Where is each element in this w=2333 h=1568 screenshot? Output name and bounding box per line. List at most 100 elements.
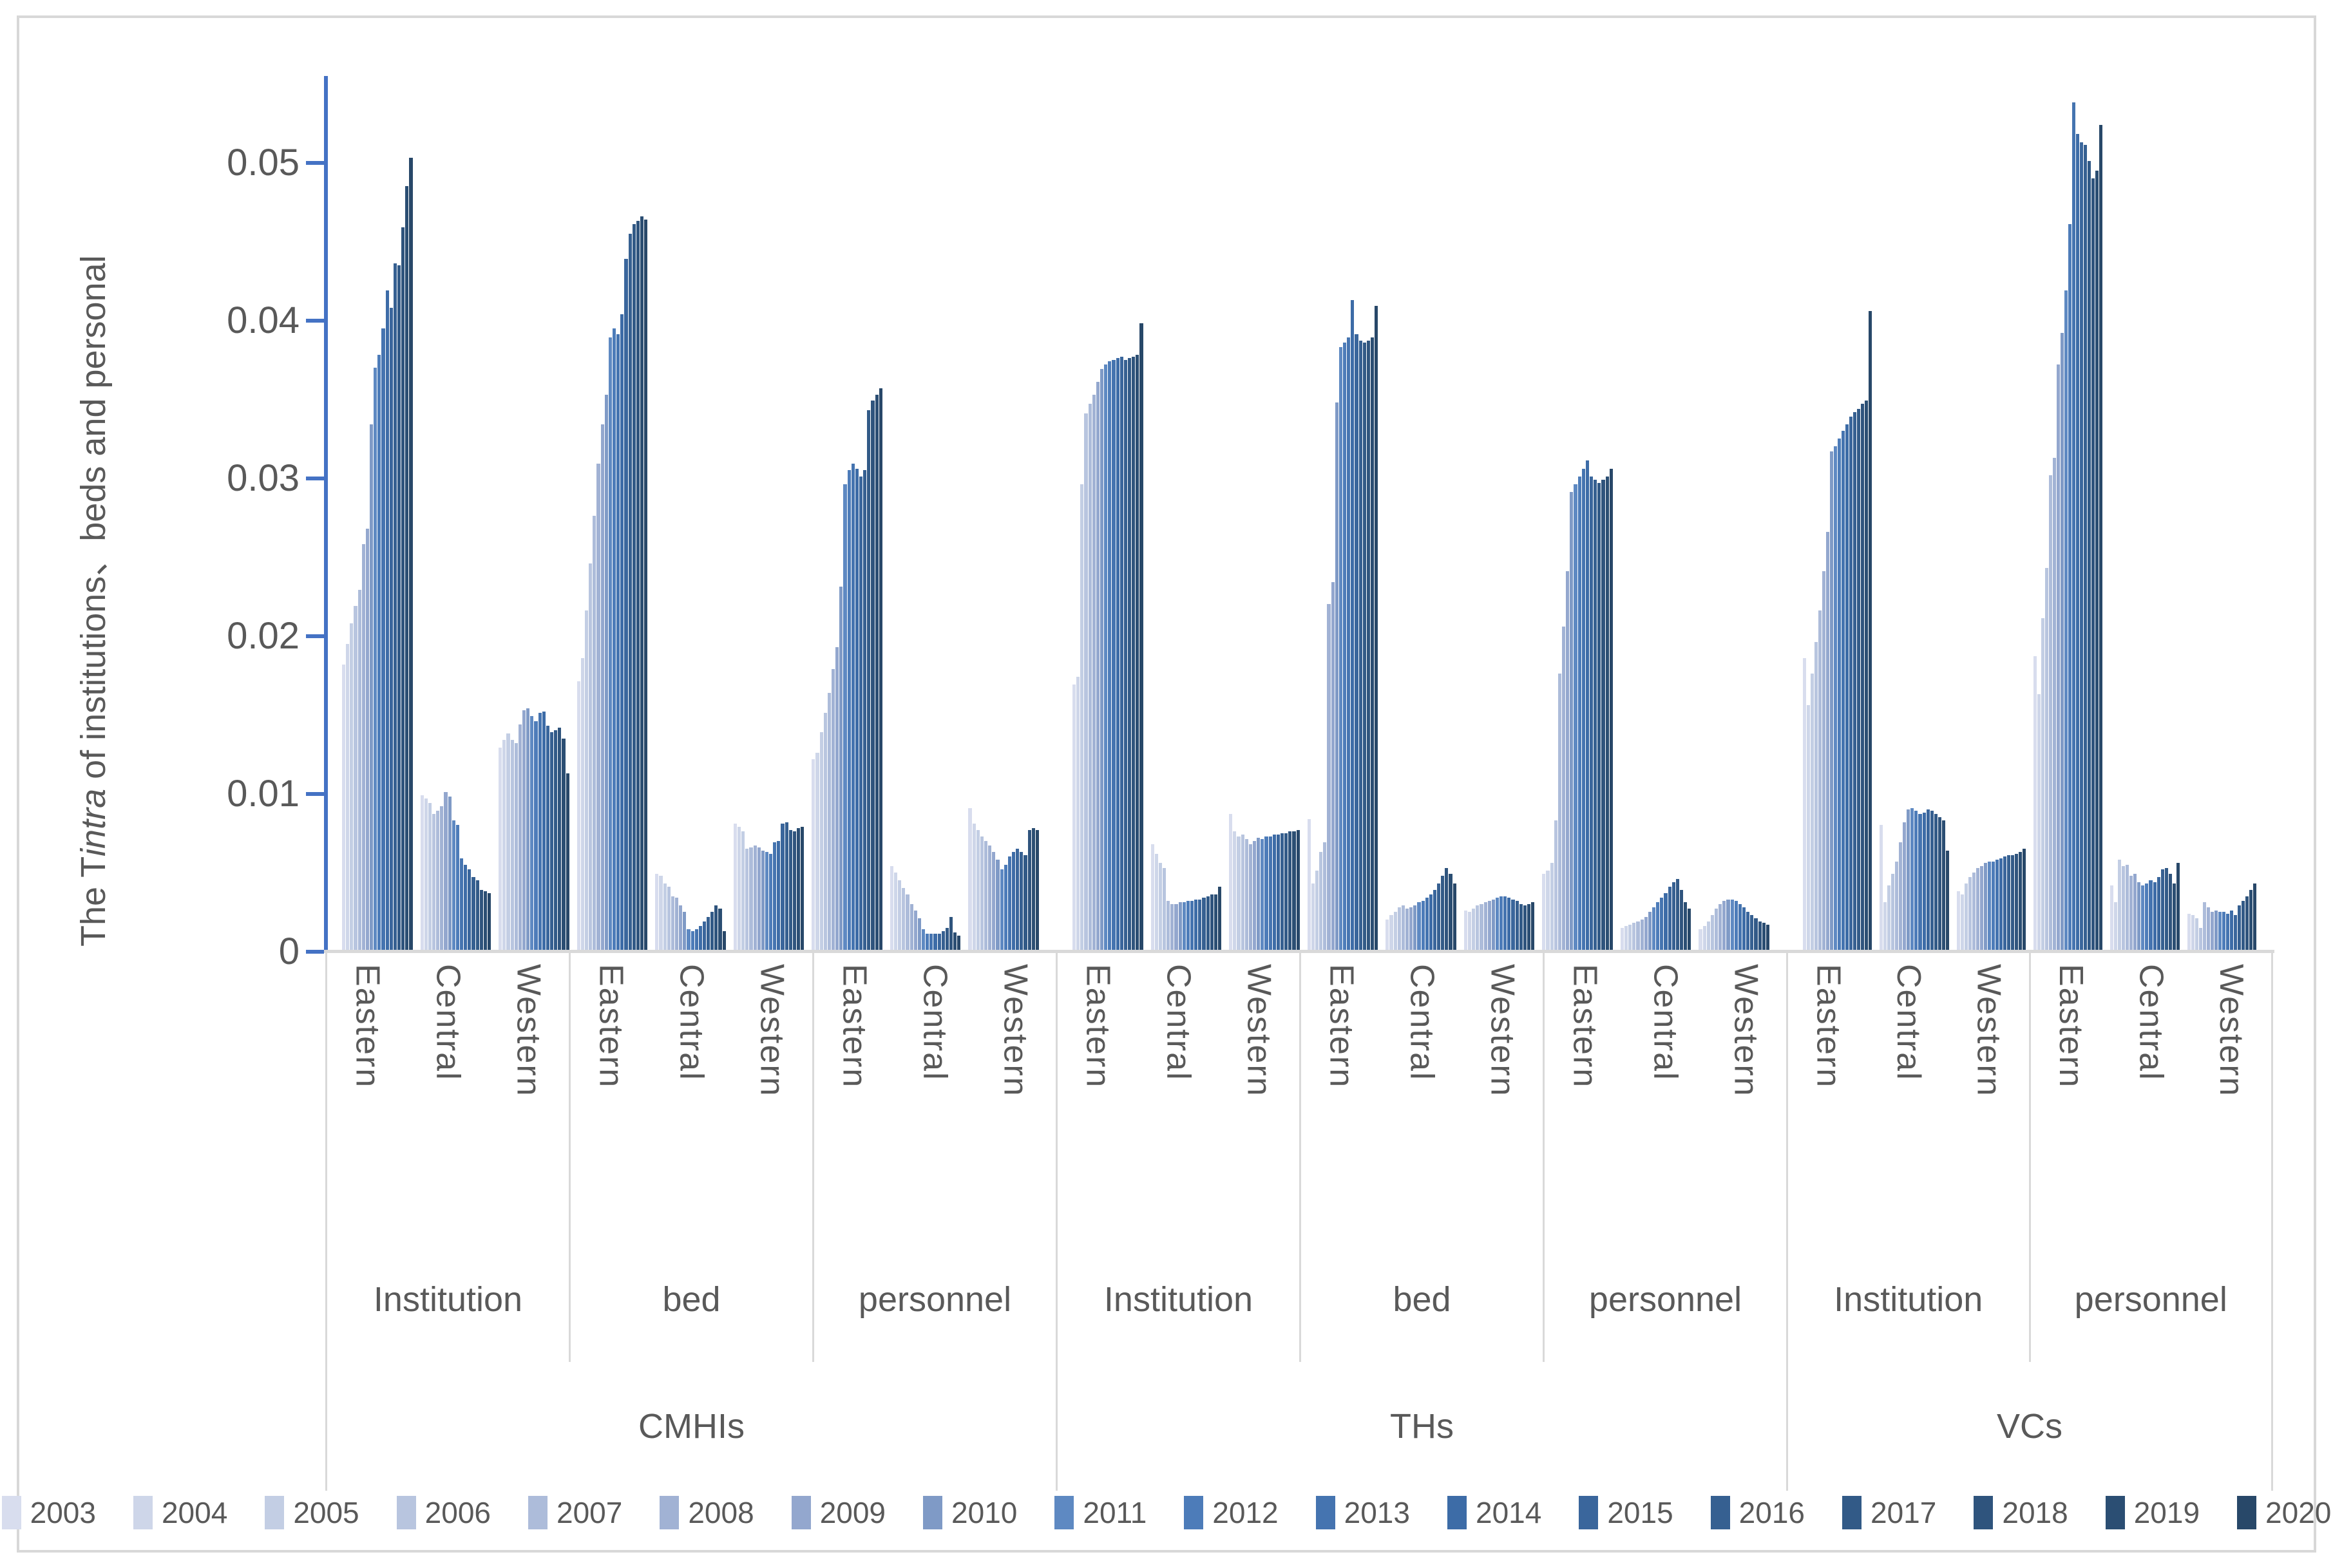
bar-2012 <box>1500 896 1503 950</box>
bar-2009 <box>444 792 448 950</box>
bar-2019 <box>405 186 409 950</box>
bar-2011 <box>2218 912 2222 950</box>
bar-2009 <box>992 852 996 950</box>
bar-2012 <box>1004 865 1007 950</box>
bar-2010 <box>2061 333 2064 950</box>
bar-2017 <box>1675 879 1680 950</box>
bar-2004 <box>1233 831 1237 950</box>
type-bars-bed <box>573 0 808 950</box>
bar-2016 <box>1515 901 1519 950</box>
bar-2018 <box>401 227 405 950</box>
bar-2007 <box>1818 610 1822 950</box>
bar-2017 <box>1362 343 1366 950</box>
bar-2012 <box>1656 902 1660 950</box>
bar-2009 <box>1409 907 1413 950</box>
bar-2017 <box>554 730 558 950</box>
bar-2016 <box>2006 855 2010 950</box>
bar-2018 <box>1601 480 1605 950</box>
type-label: personnel <box>858 1280 1012 1319</box>
bar-2005 <box>584 610 589 950</box>
bar-2006 <box>1968 877 1972 950</box>
bar-2019 <box>1527 904 1531 950</box>
bar-2017 <box>1127 358 1132 950</box>
bar-2016 <box>1020 852 1024 950</box>
region-group-western <box>1695 0 1773 950</box>
bar-2009 <box>1566 571 1570 950</box>
bar-2012 <box>1838 439 1842 950</box>
bar-2015 <box>1668 887 1671 950</box>
bar-2019 <box>875 395 879 950</box>
bar-2003 <box>1072 685 1076 950</box>
bar-2019 <box>1292 831 1296 950</box>
bar-2005 <box>428 803 432 950</box>
region-label-cell: Eastern <box>1301 950 1382 1236</box>
bar-2012 <box>1421 901 1425 950</box>
bars-row <box>1786 0 2273 950</box>
bar-2013 <box>1425 898 1429 950</box>
bar-2014 <box>1922 813 1926 950</box>
bar-2016 <box>707 917 710 950</box>
bar-2009 <box>913 911 917 950</box>
bar-2003 <box>655 874 659 950</box>
bar-2019 <box>2172 883 2176 950</box>
bar-2004 <box>1807 705 1811 950</box>
bar-2007 <box>906 894 909 950</box>
bar-2011 <box>1987 862 1991 950</box>
bar-2009 <box>2210 912 2214 950</box>
bar-2020 <box>2176 863 2180 950</box>
region-group-western <box>1460 0 1539 950</box>
legend-year-label: 2006 <box>424 1496 491 1529</box>
bar-2012 <box>2145 883 2149 950</box>
bar-2020 <box>566 773 569 950</box>
bar-2018 <box>1938 817 1941 950</box>
region-label: Central <box>1159 964 1197 1081</box>
bar-2006 <box>667 887 671 950</box>
region-label: Western <box>2212 964 2250 1097</box>
bar-2012 <box>1577 477 1581 950</box>
bar-2014 <box>464 865 468 950</box>
bar-2016 <box>1437 883 1441 950</box>
legend-year-label: 2020 <box>2265 1496 2332 1529</box>
region-label: Central <box>1403 964 1441 1081</box>
region-label: Western <box>1970 964 2008 1097</box>
region-label: Eastern <box>1322 964 1360 1089</box>
region-group-central <box>2106 0 2183 950</box>
bar-2007 <box>1323 842 1327 950</box>
bar-2016 <box>628 234 632 950</box>
region-label: Central <box>916 964 954 1081</box>
bar-2016 <box>549 732 554 950</box>
legend-item-2009: 2009 <box>791 1495 886 1530</box>
bar-2009 <box>1331 582 1335 950</box>
bar-2007 <box>2126 865 2129 950</box>
bar-2015 <box>1746 912 1750 950</box>
bar-2004 <box>1467 912 1472 950</box>
bar-2008 <box>1248 844 1252 950</box>
bar-2008 <box>1092 395 1096 950</box>
region-label-cell: Central <box>1625 950 1706 1236</box>
region-label-cell: Central <box>651 950 732 1236</box>
bar-2010 <box>683 912 687 950</box>
bar-2010 <box>1413 905 1417 950</box>
region-group-central <box>886 0 965 950</box>
bar-2013 <box>2225 914 2229 950</box>
bar-2005 <box>1628 925 1632 950</box>
bar-2013 <box>459 858 464 950</box>
legend-swatch <box>1315 1496 1335 1529</box>
bar-2020 <box>1035 830 1039 950</box>
bar-2016 <box>1280 833 1284 950</box>
y-axis-tick-label: 0.03 <box>227 457 300 499</box>
bar-2014 <box>1351 300 1355 950</box>
type-cell-bed: Eastern Central Western bed <box>1299 950 1543 1362</box>
bar-2007 <box>1088 404 1092 950</box>
bar-2004 <box>815 753 819 950</box>
bar-2020 <box>2252 883 2256 950</box>
region-group-western <box>2184 0 2260 950</box>
legend-item-2004: 2004 <box>133 1495 227 1530</box>
bar-2008 <box>832 669 835 950</box>
bar-2018 <box>1288 831 1292 950</box>
bar-2013 <box>1190 901 1194 950</box>
bar-2020 <box>1139 323 1143 950</box>
bar-2004 <box>659 876 663 950</box>
bar-2010 <box>1491 900 1495 950</box>
region-label-cell: Western <box>732 950 812 1236</box>
